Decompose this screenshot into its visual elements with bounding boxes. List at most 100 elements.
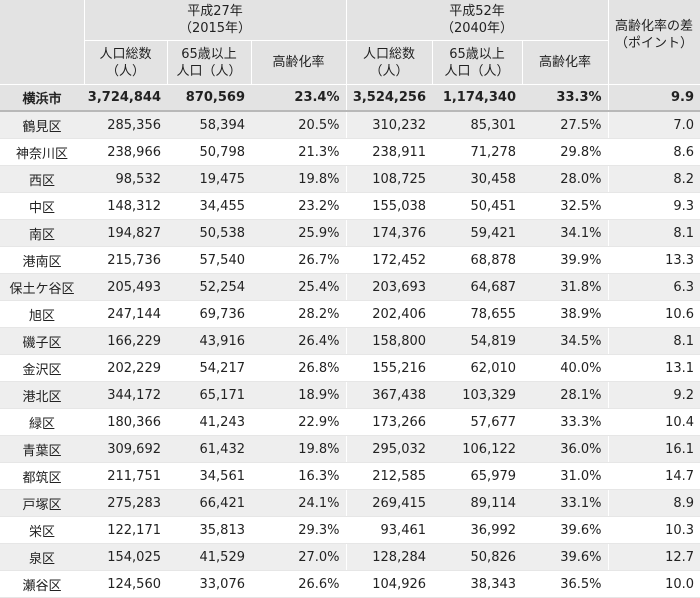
cell-elderly-population-2015: 50,798	[167, 138, 251, 166]
cell-total-population-2040: 158,800	[346, 327, 433, 355]
cell-aging-rate-2015: 21.3%	[251, 138, 347, 166]
header-elderly-population-2040-line1: 65歳以上	[449, 46, 505, 62]
cell-elderly-population-2015: 34,455	[167, 192, 251, 220]
cell-total-population-2040: 93,461	[346, 516, 433, 544]
cell-aging-rate-2015: 28.2%	[251, 300, 347, 328]
cell-elderly-population-2040: 64,687	[432, 273, 523, 301]
cell-elderly-population-2015: 54,217	[167, 354, 251, 382]
cell-ward-name: 戸塚区	[0, 489, 84, 517]
cell-aging-diff: 8.6	[608, 138, 700, 166]
cell-elderly-population-2040: 78,655	[432, 300, 523, 328]
table-row: 都筑区 211,751 34,561 16.3% 212,585 65,979 31.0% 1…	[0, 462, 700, 490]
cell-total-population-2015: 148,312	[84, 192, 167, 220]
cell-total-population-2015: 154,025	[84, 543, 167, 571]
header-elderly-population-2040-line2: 人口（人）	[444, 63, 510, 79]
cell-elderly-population-2015: 34,561	[167, 462, 251, 490]
cell-aging-rate-2040: 39.6%	[522, 516, 609, 544]
cell-elderly-population-2015: 33,076	[167, 570, 251, 598]
cell-aging-diff: 6.3	[608, 273, 700, 301]
cell-ward-name: 栄区	[0, 516, 84, 544]
table-row: 金沢区 202,229 54,217 26.8% 155,216 62,010 40.0% 1…	[0, 354, 700, 382]
cell-total-population-2040: 203,693	[346, 273, 433, 301]
cell-elderly-population-2040: 68,878	[432, 246, 523, 274]
cell-ward-name: 瀬谷区	[0, 570, 84, 598]
cell-total-population-2040: 202,406	[346, 300, 433, 328]
cell-aging-diff: 10.0	[608, 570, 700, 598]
cell-elderly-population-2040: 59,421	[432, 219, 523, 247]
cell-aging-rate-2040: 34.1%	[522, 219, 609, 247]
table-row: 中区 148,312 34,455 23.2% 155,038 50,451 32.5% 9.…	[0, 192, 700, 220]
cell-aging-rate-2015: 26.6%	[251, 570, 347, 598]
cell-total-population-2040: 367,438	[346, 381, 433, 409]
cell-elderly-population-2040: 103,329	[432, 381, 523, 409]
cell-total-population-2040: 295,032	[346, 435, 433, 463]
cell-aging-diff: 8.1	[608, 219, 700, 247]
cell-aging-diff: 10.3	[608, 516, 700, 544]
cell-total-population-2015: 166,229	[84, 327, 167, 355]
header-year-2015-line2: （2015年）	[178, 21, 252, 36]
cell-aging-rate-2015: 26.4%	[251, 327, 347, 355]
cell-aging-diff: 10.4	[608, 408, 700, 436]
header-total-population-2015-line1: 人口総数	[99, 46, 152, 62]
cell-ward-name: 港南区	[0, 246, 84, 274]
cell-ward-name: 青葉区	[0, 435, 84, 463]
cell-ward-name: 磯子区	[0, 327, 84, 355]
cell-elderly-population-2015: 58,394	[167, 111, 251, 139]
cell-total-population-2040: 104,926	[346, 570, 433, 598]
cell-total-population-2040: 3,524,256	[346, 84, 433, 112]
cell-elderly-population-2040: 36,992	[432, 516, 523, 544]
cell-total-population-2015: 211,751	[84, 462, 167, 490]
table-row: 神奈川区 238,966 50,798 21.3% 238,911 71,278 29.8%…	[0, 138, 700, 166]
cell-total-population-2015: 247,144	[84, 300, 167, 328]
cell-aging-rate-2040: 33.1%	[522, 489, 609, 517]
cell-elderly-population-2015: 19,475	[167, 165, 251, 193]
header-aging-diff-line1: 高齢化率の差	[615, 19, 694, 34]
cell-total-population-2040: 238,911	[346, 138, 433, 166]
header-elderly-population-2040: 65歳以上 人口（人）	[432, 40, 523, 85]
cell-aging-rate-2040: 39.9%	[522, 246, 609, 274]
cell-ward-name: 西区	[0, 165, 84, 193]
cell-ward-name: 横浜市	[0, 84, 84, 112]
table-row: 青葉区 309,692 61,432 19.8% 295,032 106,122 36.0%…	[0, 435, 700, 463]
cell-ward-name: 旭区	[0, 300, 84, 328]
cell-total-population-2040: 212,585	[346, 462, 433, 490]
cell-ward-name: 保土ケ谷区	[0, 273, 84, 301]
cell-total-population-2015: 202,229	[84, 354, 167, 382]
cell-ward-name: 南区	[0, 219, 84, 247]
cell-total-population-2015: 285,356	[84, 111, 167, 139]
table-row: 泉区 154,025 41,529 27.0% 128,284 50,826 39.6% 12…	[0, 543, 700, 571]
cell-total-population-2015: 98,532	[84, 165, 167, 193]
table-row: 戸塚区 275,283 66,421 24.1% 269,415 89,114 33.1% 8…	[0, 489, 700, 517]
cell-elderly-population-2040: 54,819	[432, 327, 523, 355]
cell-aging-rate-2040: 34.5%	[522, 327, 609, 355]
cell-aging-rate-2040: 32.5%	[522, 192, 609, 220]
table-row: 南区 194,827 50,538 25.9% 174,376 59,421 34.1% 8.…	[0, 219, 700, 247]
cell-aging-rate-2015: 18.9%	[251, 381, 347, 409]
cell-aging-rate-2040: 39.6%	[522, 543, 609, 571]
cell-elderly-population-2040: 85,301	[432, 111, 523, 139]
cell-elderly-population-2040: 57,677	[432, 408, 523, 436]
cell-aging-rate-2015: 25.9%	[251, 219, 347, 247]
cell-aging-rate-2040: 28.1%	[522, 381, 609, 409]
cell-total-population-2040: 173,266	[346, 408, 433, 436]
cell-elderly-population-2015: 43,916	[167, 327, 251, 355]
header-corner-cell	[0, 0, 85, 85]
cell-aging-diff: 13.3	[608, 246, 700, 274]
cell-total-population-2040: 174,376	[346, 219, 433, 247]
cell-aging-diff: 9.2	[608, 381, 700, 409]
cell-aging-diff: 13.1	[608, 354, 700, 382]
cell-aging-rate-2040: 38.9%	[522, 300, 609, 328]
cell-elderly-population-2015: 41,529	[167, 543, 251, 571]
cell-total-population-2040: 310,232	[346, 111, 433, 139]
header-aging-rate-2015: 高齢化率	[251, 40, 347, 85]
cell-total-population-2040: 269,415	[346, 489, 433, 517]
cell-ward-name: 都筑区	[0, 462, 84, 490]
table-row: 西区 98,532 19,475 19.8% 108,725 30,458 28.0% 8.2	[0, 165, 700, 193]
cell-elderly-population-2015: 61,432	[167, 435, 251, 463]
cell-elderly-population-2040: 38,343	[432, 570, 523, 598]
cell-aging-rate-2015: 23.4%	[251, 84, 347, 112]
cell-aging-diff: 9.9	[608, 84, 700, 112]
header-total-population-2040-line1: 人口総数	[363, 46, 416, 62]
cell-ward-name: 鶴見区	[0, 111, 84, 139]
